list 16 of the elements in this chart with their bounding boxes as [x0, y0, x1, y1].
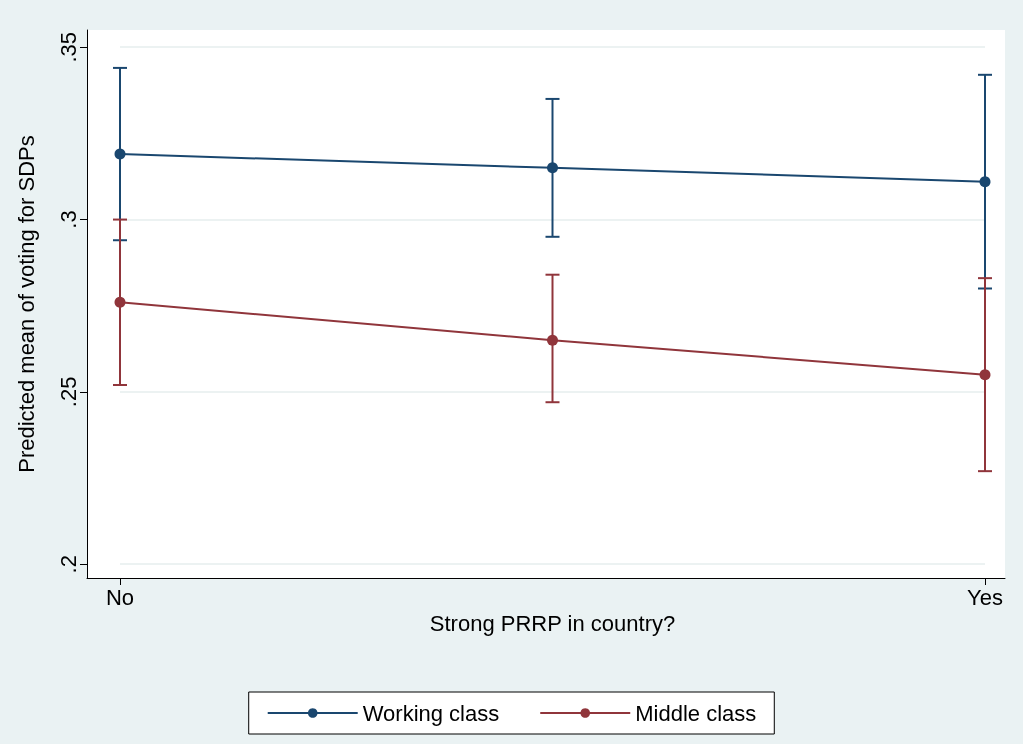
y-tick-label: .25 — [55, 376, 81, 408]
x-tick-label: No — [105, 584, 135, 610]
y-tick-label: .35 — [55, 31, 81, 63]
y-tick-label: .3 — [55, 210, 81, 229]
point — [547, 162, 558, 174]
legend-label: Working class — [362, 700, 500, 726]
x-axis-title: Strong PRRP in country? — [429, 611, 676, 637]
x-tick-label: Yes — [967, 584, 1003, 610]
point — [979, 176, 991, 188]
point — [114, 296, 126, 308]
point — [547, 334, 558, 346]
y-axis-title: Predicted mean of voting for SDPs — [13, 135, 39, 473]
legend-label: Middle class — [635, 700, 757, 726]
point — [979, 369, 991, 381]
point — [114, 148, 126, 160]
y-tick-label: .2 — [55, 555, 81, 574]
